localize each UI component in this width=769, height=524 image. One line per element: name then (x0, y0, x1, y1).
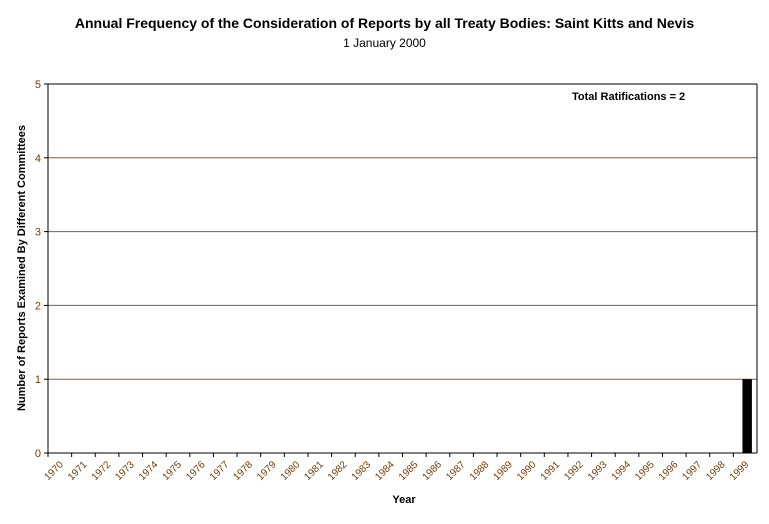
x-tick-label: 1989 (491, 459, 515, 483)
x-tick-label: 1979 (255, 459, 279, 483)
y-tick-label: 1 (35, 374, 41, 386)
x-tick-label: 1992 (562, 459, 586, 483)
bar (742, 379, 752, 453)
x-tick-label: 1970 (42, 459, 66, 483)
x-tick-label: 1974 (137, 459, 161, 483)
x-tick-label: 1985 (397, 459, 421, 483)
x-tick-label: 1972 (90, 459, 114, 483)
x-tick-label: 1977 (208, 459, 232, 483)
x-tick-label: 1991 (539, 459, 563, 483)
x-tick-label: 1980 (279, 459, 303, 483)
x-tick-label: 1978 (231, 459, 255, 483)
x-tick-label: 1975 (161, 459, 185, 483)
chart-title: Annual Frequency of the Consideration of… (74, 15, 695, 31)
chart-subtitle: 1 January 2000 (343, 36, 426, 50)
x-tick-label: 1996 (657, 459, 681, 483)
x-tick-label: 1998 (704, 459, 728, 483)
x-tick-label: 1990 (515, 459, 539, 483)
gridlines (44, 83, 757, 454)
x-axis-label: Year (392, 494, 416, 506)
y-tick-label: 4 (35, 153, 41, 165)
x-tick-label: 1983 (350, 459, 374, 483)
y-tick-labels: 0 1 2 3 4 5 (35, 79, 41, 460)
y-tick-label: 5 (35, 79, 41, 91)
x-tick-label: 1988 (468, 459, 492, 483)
x-tick-label: 1981 (302, 459, 326, 483)
x-tick-label: 1999 (728, 459, 752, 483)
bars (742, 379, 752, 453)
x-tick-label: 1997 (681, 459, 705, 483)
x-tick-label: 1994 (610, 459, 634, 483)
axes (47, 83, 758, 454)
x-tick-label: 1982 (326, 459, 350, 483)
x-tick-label: 1976 (184, 459, 208, 483)
y-tick-label: 3 (35, 227, 41, 239)
x-tick-label: 1973 (113, 459, 137, 483)
y-tick-label: 2 (35, 300, 41, 312)
x-tick-label: 1995 (633, 459, 657, 483)
y-axis-label: Number of Reports Examined By Different … (16, 124, 28, 412)
x-tick-label: 1993 (586, 459, 610, 483)
total-ratifications-annotation: Total Ratifications = 2 (572, 91, 686, 103)
x-tick-label: 1971 (66, 459, 90, 483)
x-tick-label: 1984 (373, 459, 397, 483)
x-tick-labels: 1970 1971 1972 1973 1974 1975 1976 1977 1978 1979… (42, 453, 752, 483)
x-tick-label: 1986 (421, 459, 445, 483)
x-tick-label: 1987 (444, 459, 468, 483)
y-tick-label: 0 (35, 448, 41, 460)
